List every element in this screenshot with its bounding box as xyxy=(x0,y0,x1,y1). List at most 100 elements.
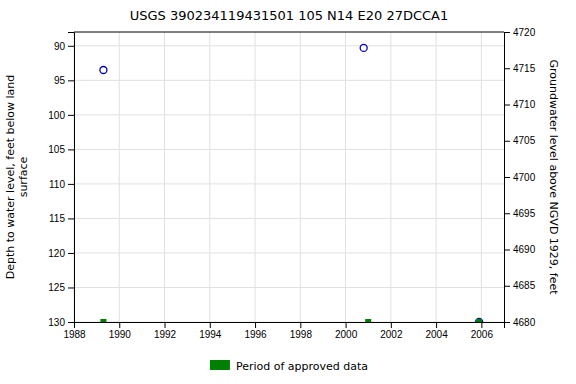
grid-line xyxy=(119,32,120,322)
tick: 2004 xyxy=(425,322,448,340)
grid-line xyxy=(345,32,346,322)
series xyxy=(100,44,483,322)
tick: 1988 xyxy=(63,322,86,340)
tick-label: 2000 xyxy=(335,329,358,340)
grid-line xyxy=(436,32,437,322)
tick-mark xyxy=(68,287,74,288)
tick: 130 xyxy=(48,317,74,328)
tick: 4720 xyxy=(504,27,536,38)
tick-mark xyxy=(504,286,510,287)
tick: 4715 xyxy=(504,63,536,74)
tick-mark xyxy=(119,322,120,328)
tick-label: 4700 xyxy=(513,172,536,183)
tick: 90 xyxy=(54,41,74,52)
tick: 4680 xyxy=(504,317,536,328)
tick-mark xyxy=(68,46,74,47)
tick-mark xyxy=(210,322,211,328)
grid-line xyxy=(74,149,504,150)
tick: 120 xyxy=(48,248,74,259)
tick-mark xyxy=(346,322,347,328)
tick-label: 1992 xyxy=(154,329,177,340)
y-axis-label: Depth to water level, feet below landsur… xyxy=(4,75,30,280)
tick-mark xyxy=(68,322,74,323)
grid-line xyxy=(74,114,504,115)
tick-label: 2002 xyxy=(380,329,403,340)
tick-mark xyxy=(68,253,74,254)
tick-label: 130 xyxy=(48,317,65,328)
chart: 1988199019921994199619982000200220042006… xyxy=(0,0,576,384)
tick: 1996 xyxy=(244,322,267,340)
grid-line xyxy=(74,45,504,46)
tick-mark xyxy=(255,322,256,328)
tick: 4685 xyxy=(504,280,536,291)
tick-label: 1988 xyxy=(63,329,86,340)
tick: 4710 xyxy=(504,99,536,110)
legend-swatch xyxy=(210,360,230,370)
tick-mark xyxy=(436,322,437,328)
tick: 4690 xyxy=(504,244,536,255)
square-point xyxy=(100,319,106,322)
tick: 2002 xyxy=(380,322,403,340)
grid-line xyxy=(209,32,210,322)
tick: 4695 xyxy=(504,208,536,219)
tick-label: 125 xyxy=(48,282,65,293)
grid xyxy=(74,32,504,322)
tick-label: 4690 xyxy=(513,244,536,255)
series xyxy=(100,319,482,322)
grid-line xyxy=(481,32,482,322)
tick-mark xyxy=(504,32,510,33)
axis-line xyxy=(505,33,511,323)
grid-line xyxy=(255,32,256,322)
tick-mark xyxy=(68,218,74,219)
tick-mark xyxy=(504,322,510,323)
legend-item: Period of approved data xyxy=(210,360,368,373)
tick-label: 4705 xyxy=(513,135,536,146)
tick-label: 2006 xyxy=(471,329,494,340)
tick: 125 xyxy=(48,282,74,293)
tick-label: 4680 xyxy=(513,317,536,328)
grid-line xyxy=(300,32,301,322)
axis-line xyxy=(75,323,505,329)
y-axis: 90 95 100 105 110 115 120 125 130 xyxy=(48,33,74,328)
tick: 95 xyxy=(54,75,74,86)
grid-line xyxy=(74,80,504,81)
tick: 105 xyxy=(48,144,74,155)
tick-label: 1990 xyxy=(109,329,132,340)
tick-mark xyxy=(391,322,392,328)
tick-mark xyxy=(504,250,510,251)
tick: 110 xyxy=(49,179,74,190)
tick-label: 95 xyxy=(54,75,66,86)
square-point xyxy=(365,319,371,322)
tick-mark xyxy=(504,213,510,214)
tick: 100 xyxy=(48,110,74,121)
legend: Period of approved data xyxy=(210,360,368,373)
tick-label: 1994 xyxy=(199,329,222,340)
frame-line xyxy=(74,32,504,33)
tick: 1990 xyxy=(109,322,132,340)
tick: 4705 xyxy=(504,135,536,146)
grid-line xyxy=(390,32,391,322)
tick-label: 4720 xyxy=(513,27,536,38)
legend-label: Period of approved data xyxy=(236,360,368,373)
tick-mark xyxy=(504,141,510,142)
tick: 2000 xyxy=(335,322,358,340)
y2-axis: 4720 4715 4710 4705 4700 4695 4690 4685 4680 xyxy=(504,27,536,328)
tick-label: 4710 xyxy=(513,99,536,110)
tick: 2006 xyxy=(471,322,494,340)
grid-line xyxy=(74,218,504,219)
tick-label: 100 xyxy=(48,110,65,121)
tick-label: 1996 xyxy=(244,329,267,340)
tick-label: 2004 xyxy=(425,329,448,340)
x-axis: 1988199019921994199619982000200220042006 xyxy=(63,322,504,340)
marks xyxy=(100,44,483,322)
circle-point xyxy=(476,319,483,323)
circle-point xyxy=(100,66,107,73)
title: USGS 390234119431501 105 N14 E20 27DCCA1 xyxy=(130,8,449,23)
tick-label: 4695 xyxy=(513,208,536,219)
tick-mark xyxy=(481,322,482,328)
plot: 1988199019921994199619982000200220042006… xyxy=(4,27,560,340)
tick-mark xyxy=(504,68,510,69)
tick-mark xyxy=(504,177,510,178)
tick: 115 xyxy=(49,213,74,224)
tick-label: 4715 xyxy=(513,63,536,74)
